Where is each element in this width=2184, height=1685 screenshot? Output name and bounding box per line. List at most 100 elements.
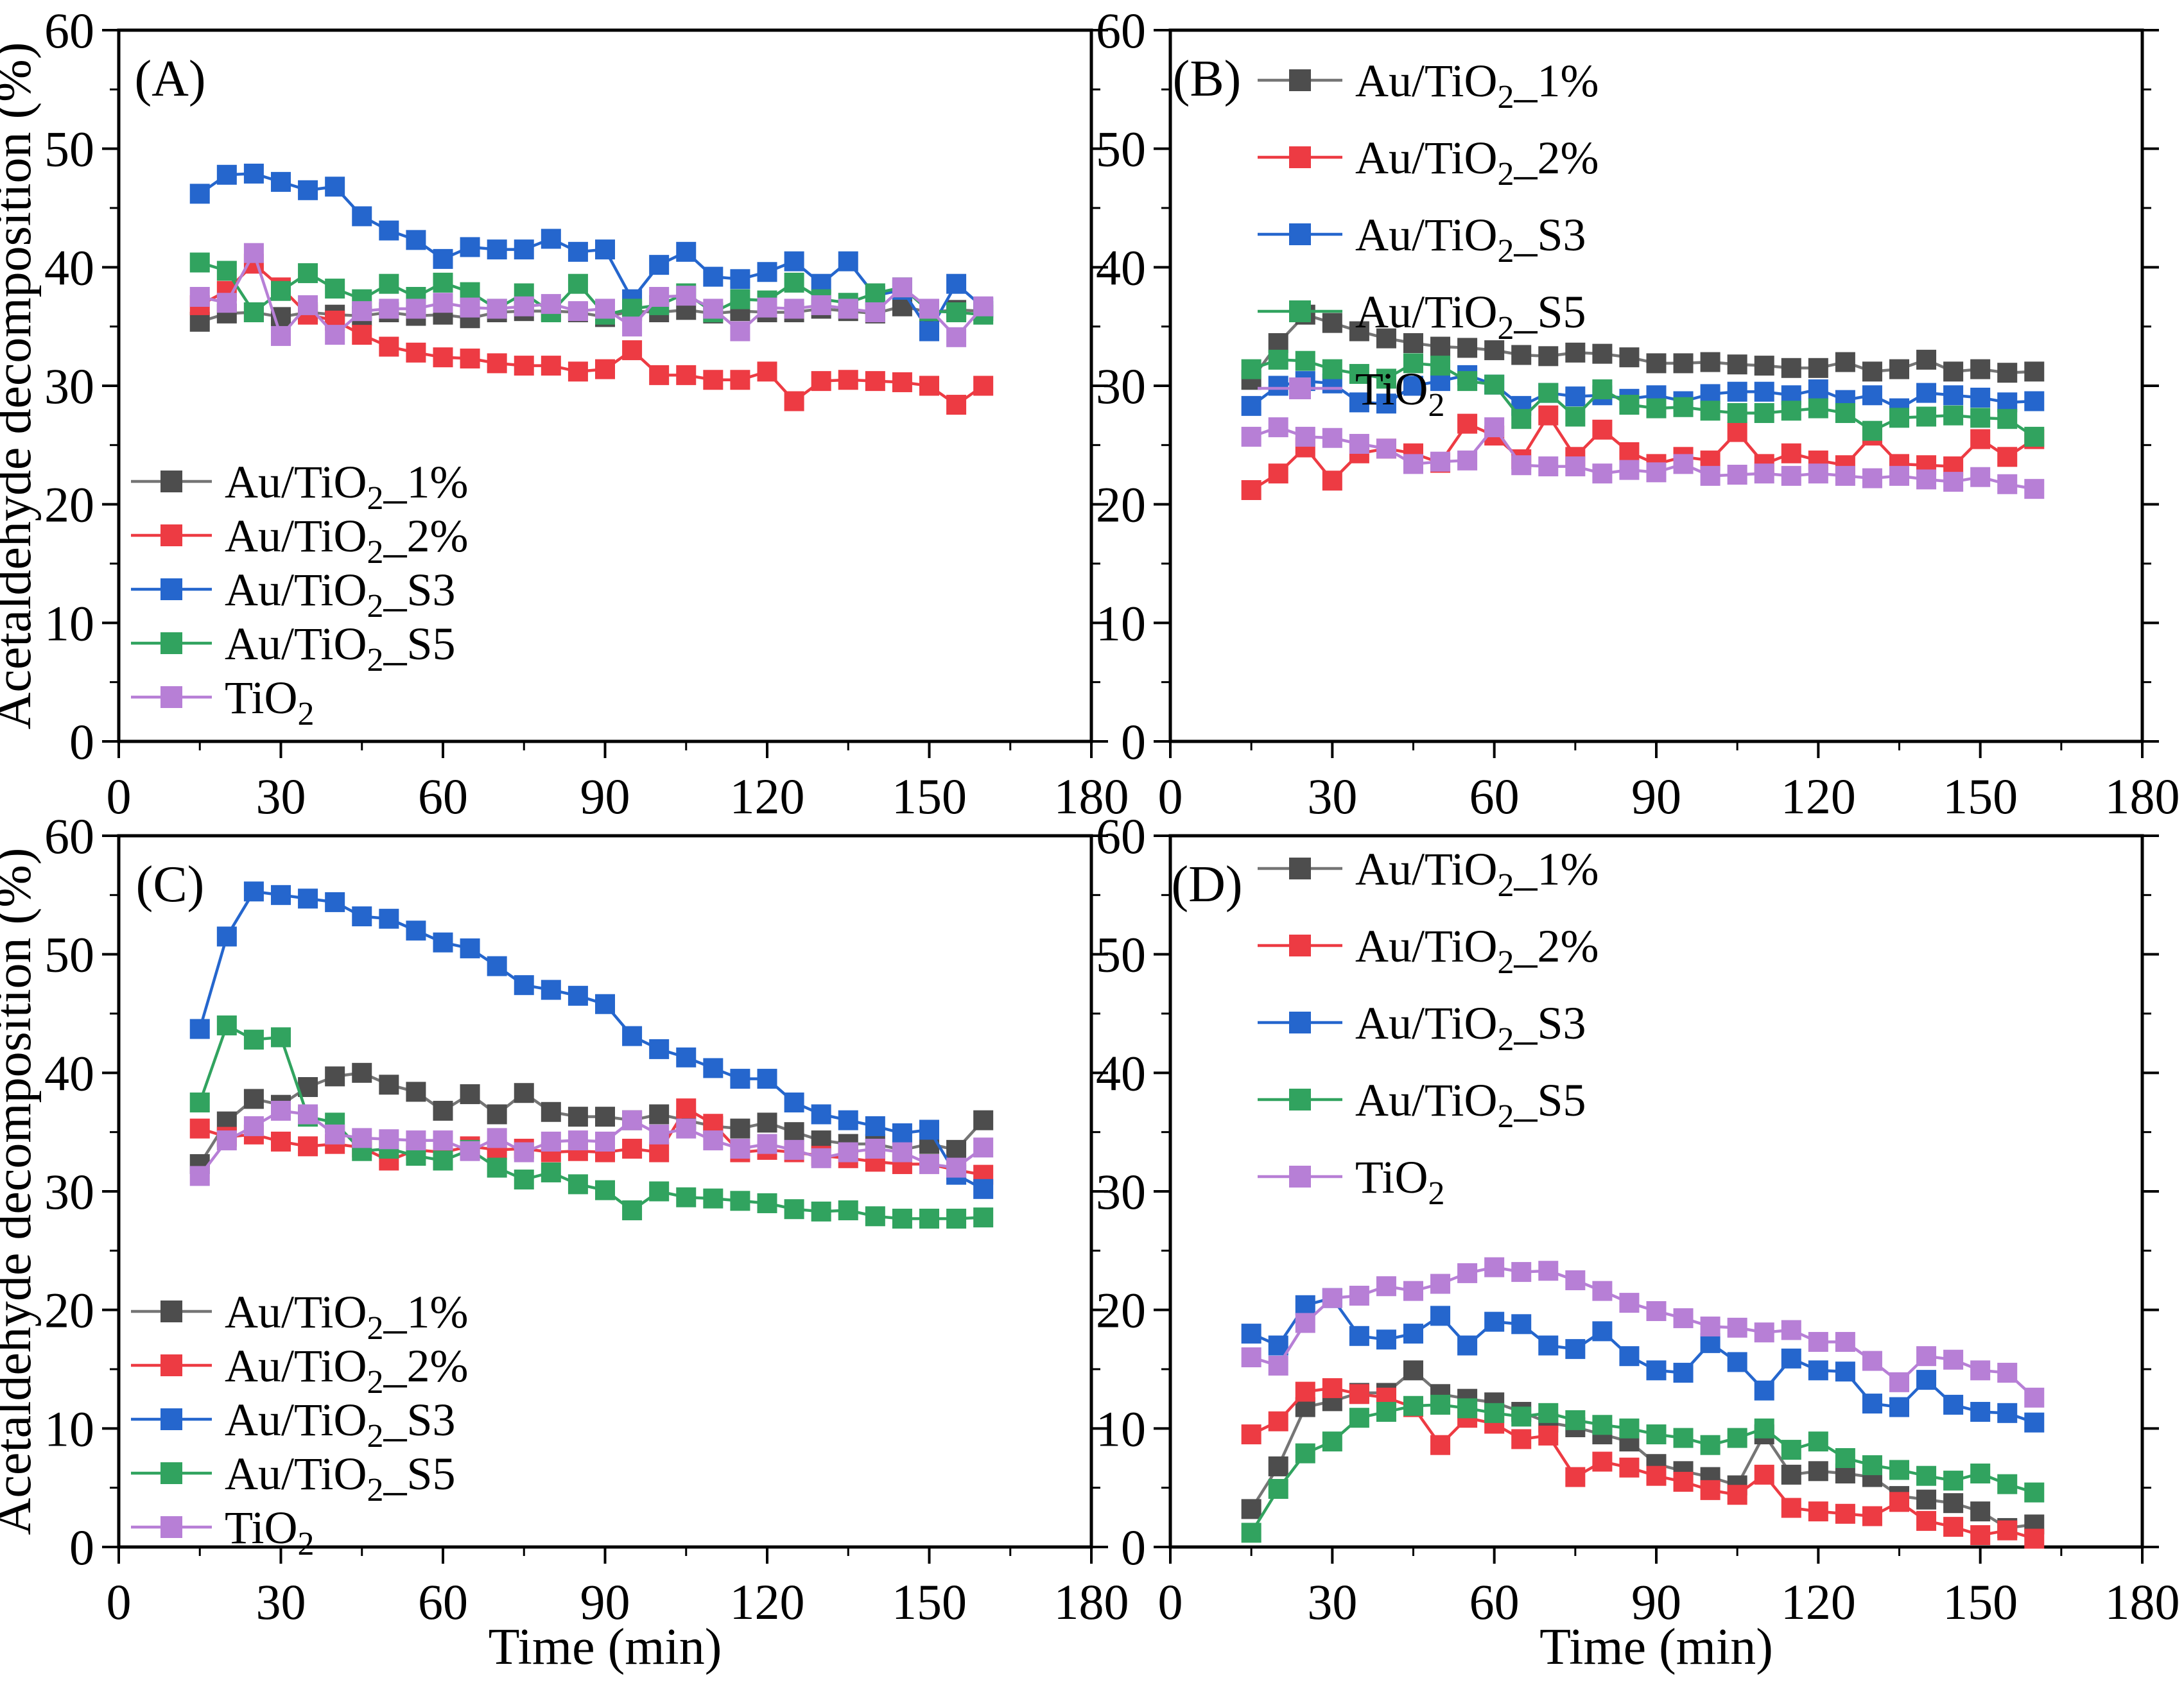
data-point-marker	[352, 1062, 372, 1083]
data-point-marker	[1268, 1335, 1288, 1356]
legend-item-au1: Au/TiO2_1%	[131, 1286, 468, 1347]
data-point-marker	[1673, 353, 1694, 374]
data-point-marker	[757, 1069, 777, 1089]
data-point-marker	[189, 287, 210, 307]
data-point-marker	[811, 295, 831, 315]
data-point-marker	[892, 1208, 912, 1229]
data-point-marker	[298, 1104, 318, 1125]
data-point-marker	[730, 289, 750, 309]
legend-item-tio2: TiO2	[1258, 1152, 1444, 1212]
data-point-marker	[1376, 1401, 1396, 1422]
data-point-marker	[757, 1134, 777, 1154]
data-point-marker	[892, 277, 912, 298]
panel-a: 0 30 60 90 120 150 180 0 10 20 30 40 50 60 (A) Au/TiO2_…	[0, 3, 1129, 824]
data-point-marker	[568, 1174, 588, 1195]
panel-letter: (B)	[1173, 51, 1242, 107]
legend-label: Au/TiO2_S3	[1355, 209, 1586, 270]
data-point-marker	[1349, 392, 1369, 413]
data-point-marker	[1970, 1360, 1991, 1381]
y-axis-title: Acetaldehyde decomposition (%)	[0, 848, 42, 1535]
data-point-marker	[1619, 1457, 1640, 1478]
data-point-marker	[271, 281, 291, 301]
data-point-marker	[649, 1142, 670, 1162]
data-point-marker	[1268, 463, 1288, 484]
data-point-marker	[568, 1107, 588, 1127]
data-point-marker	[1916, 1489, 1937, 1510]
data-point-marker	[2024, 1412, 2045, 1433]
data-point-marker	[460, 1084, 480, 1105]
data-point-marker	[1592, 1451, 1613, 1472]
data-point-marker	[1835, 352, 1855, 372]
data-point-marker	[1430, 1306, 1451, 1326]
data-point-marker	[892, 1123, 912, 1144]
data-point-marker	[676, 365, 697, 385]
data-point-marker	[1457, 1398, 1478, 1419]
data-point-marker	[379, 908, 399, 929]
data-point-marker	[703, 1130, 724, 1151]
data-point-marker	[1862, 1351, 1882, 1371]
data-point-marker	[216, 1015, 237, 1035]
data-point-marker	[1349, 1384, 1369, 1404]
legend-swatch	[1289, 377, 1311, 399]
data-point-marker	[1943, 405, 1964, 426]
data-point-marker	[1862, 1506, 1882, 1526]
data-point-marker	[1808, 1431, 1828, 1452]
data-point-marker	[1754, 1322, 1774, 1343]
data-point-marker	[325, 1124, 345, 1145]
x-tick-label: 120	[730, 1574, 805, 1630]
y-tick-label: 30	[1096, 358, 1146, 414]
data-point-marker	[1646, 1465, 1667, 1486]
data-point-marker	[1295, 1313, 1315, 1333]
data-point-marker	[1241, 426, 1261, 447]
data-point-marker	[919, 321, 939, 341]
data-point-marker	[1889, 1372, 1909, 1392]
panel-b: 0 30 60 90 120 150 180 0 10 20 30 40 50 60 (B) Au/TiO2_…	[1096, 3, 2180, 824]
data-point-marker	[1835, 1361, 1855, 1382]
data-point-marker	[595, 239, 615, 260]
data-point-marker	[892, 372, 912, 392]
data-point-marker	[811, 1201, 831, 1222]
data-point-marker	[1403, 1396, 1423, 1416]
data-point-marker	[1538, 383, 1559, 403]
series-au2	[1241, 1378, 2045, 1549]
x-tick-label: 150	[892, 1574, 967, 1630]
data-point-marker	[514, 1083, 534, 1103]
data-point-marker	[919, 1208, 939, 1229]
data-point-marker	[460, 1141, 480, 1161]
data-point-marker	[243, 302, 264, 323]
data-point-marker	[568, 1130, 588, 1151]
data-point-marker	[1781, 465, 1801, 486]
data-point-marker	[189, 1019, 210, 1039]
data-point-marker	[487, 1104, 507, 1125]
data-point-marker	[1484, 417, 1505, 438]
legend-swatch	[1289, 858, 1311, 879]
y-tick-label: 0	[69, 714, 94, 770]
data-point-marker	[1808, 463, 1828, 484]
data-point-marker	[1727, 354, 1747, 375]
data-point-marker	[271, 1027, 291, 1048]
data-point-marker	[1970, 1525, 1991, 1546]
data-point-marker	[1295, 1443, 1315, 1464]
y-tick-label: 50	[1096, 121, 1146, 177]
data-point-marker	[1862, 385, 1882, 406]
x-tick-label: 180	[1054, 1574, 1129, 1630]
data-point-marker	[1997, 1520, 2018, 1541]
data-point-marker	[1457, 338, 1478, 358]
legend-swatch	[1289, 223, 1311, 245]
data-point-marker	[1511, 1314, 1532, 1335]
data-point-marker	[1997, 447, 2018, 467]
data-point-marker	[919, 298, 939, 319]
data-point-marker	[838, 1142, 858, 1162]
data-point-marker	[1241, 1523, 1261, 1543]
data-point-marker	[1781, 1320, 1801, 1340]
data-point-marker	[433, 272, 453, 293]
data-point-marker	[352, 906, 372, 927]
data-point-marker	[1322, 471, 1342, 491]
data-point-marker	[406, 1082, 426, 1102]
data-point-marker	[1565, 1270, 1586, 1290]
x-tick-label: 120	[730, 768, 805, 824]
data-point-marker	[784, 298, 804, 319]
data-point-marker	[1727, 402, 1747, 423]
data-point-marker	[487, 1157, 507, 1178]
